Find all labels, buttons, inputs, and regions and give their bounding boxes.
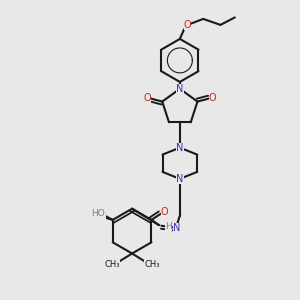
Text: HO: HO: [92, 210, 106, 219]
Text: O: O: [143, 93, 151, 103]
Text: N: N: [173, 223, 181, 233]
Text: O: O: [184, 20, 191, 30]
Text: N: N: [176, 143, 184, 153]
Text: N: N: [176, 174, 184, 184]
Text: O: O: [209, 93, 217, 103]
Text: CH₃: CH₃: [144, 260, 160, 269]
Text: O: O: [161, 207, 168, 217]
Text: H: H: [165, 222, 172, 231]
Text: HO: HO: [91, 209, 105, 218]
Text: CH₃: CH₃: [104, 260, 120, 269]
Text: N: N: [176, 84, 184, 94]
